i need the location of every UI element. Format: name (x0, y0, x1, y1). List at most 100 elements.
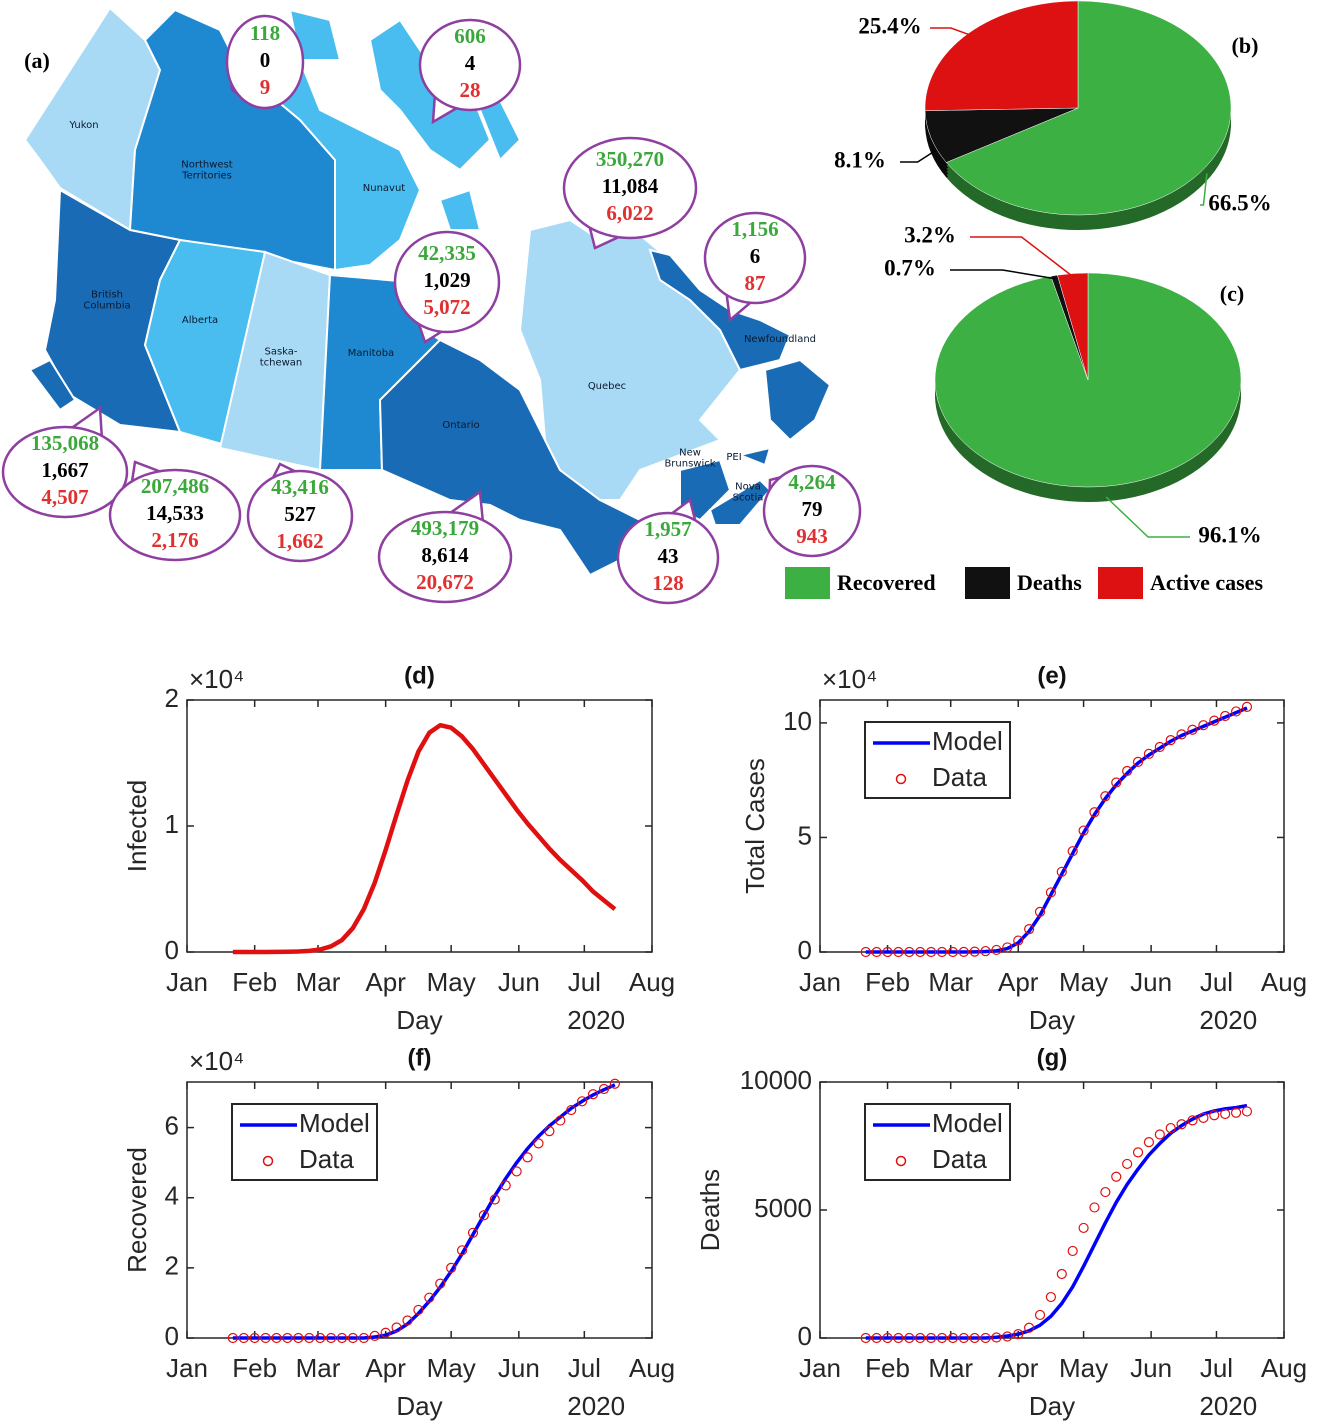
data-point (871, 946, 882, 958)
x-tick-label: Apr (998, 1353, 1039, 1383)
region-label: New (679, 448, 701, 459)
data-point (871, 1332, 882, 1344)
callout-value: 8,614 (421, 543, 469, 567)
data-point (402, 1315, 413, 1326)
x-tick-label: Jun (498, 967, 540, 997)
data-point (1034, 1309, 1046, 1321)
data-point (1002, 1331, 1013, 1342)
data-point (1024, 923, 1035, 935)
panel-label: (c) (1220, 281, 1244, 306)
pie-slice (945, 0, 1232, 216)
callout-value: 43 (658, 544, 679, 568)
axes-box (186, 1081, 653, 1339)
data-point (958, 1332, 969, 1344)
data-point (1045, 887, 1057, 898)
callout-value: 1,957 (644, 517, 691, 541)
data-point (347, 1332, 359, 1344)
y-tick-label: 10 (783, 706, 812, 736)
callout (246, 469, 354, 563)
province (708, 478, 772, 526)
island (28, 358, 77, 412)
x-tick-label: May (1059, 1353, 1108, 1383)
data-point (925, 1332, 937, 1344)
data-point (260, 1332, 271, 1344)
chart-title: (e) (1037, 662, 1066, 689)
legend-swatch (785, 567, 830, 599)
region-label: PEI (726, 452, 741, 463)
callout-value: 128 (652, 571, 684, 595)
y-axis-label: Recovered (122, 1147, 152, 1273)
y-tick-label: 2 (165, 1251, 179, 1281)
y-multiplier: ×10⁴ (189, 664, 244, 694)
callout-value: 4,507 (41, 485, 88, 509)
x-tick-label: May (427, 967, 476, 997)
y-multiplier: ×10⁴ (189, 1046, 244, 1076)
callout-value: 1,662 (276, 529, 323, 553)
legend-box (231, 1103, 378, 1181)
y-axis-label: Total Cases (740, 758, 770, 894)
data-point (522, 1152, 533, 1163)
data-point (936, 1332, 948, 1344)
x-sublabel: 2020 (567, 1391, 625, 1421)
data-point (1165, 734, 1176, 746)
data-point (860, 946, 871, 958)
callout-value: 79 (802, 497, 823, 521)
data-point (1230, 706, 1242, 717)
callout (393, 230, 501, 334)
callout-value: 606 (454, 24, 486, 48)
x-sublabel: 2020 (1199, 1005, 1257, 1035)
data-point (915, 1332, 926, 1344)
leader-line (1105, 496, 1190, 538)
data-point (1089, 1202, 1100, 1213)
data-point (1132, 1147, 1144, 1158)
data-point (500, 1180, 511, 1191)
data-point (1143, 748, 1155, 759)
x-tick-label: Jan (799, 967, 841, 997)
callout-value: 2,176 (151, 528, 198, 552)
data-point (947, 946, 958, 958)
data-point (1122, 765, 1133, 777)
x-sublabel: 2020 (567, 1005, 625, 1035)
region-label: Ontario (442, 420, 479, 431)
pie-label: 3.2% (904, 222, 956, 247)
x-tick-label: Mar (928, 967, 973, 997)
pie-slice (924, 0, 1079, 111)
callout (1, 425, 129, 519)
data-point (489, 1194, 500, 1205)
data-point (1013, 935, 1024, 946)
y-multiplier: ×10⁴ (822, 664, 877, 694)
region-label: Brunswick (664, 459, 715, 470)
x-tick-label: May (1059, 967, 1108, 997)
callout-value: 4 (465, 51, 476, 75)
callout (703, 211, 807, 305)
y-tick-label: 0 (165, 935, 179, 965)
y-tick-label: 0 (798, 1321, 812, 1351)
province (378, 338, 642, 577)
callout (377, 510, 513, 604)
data-point (1013, 1329, 1024, 1340)
data-point (271, 1332, 282, 1344)
legend-marker (895, 1155, 907, 1167)
data-point (1230, 1107, 1242, 1118)
region-label: British (91, 290, 123, 301)
callout (616, 511, 720, 605)
data-point (1122, 1158, 1133, 1170)
callout-value: 14,533 (146, 501, 204, 525)
data-point (315, 1332, 326, 1344)
data-point (1067, 1245, 1078, 1257)
callout-value: 20,672 (416, 570, 474, 594)
pie-slice (1057, 272, 1089, 381)
data-point (566, 1104, 577, 1116)
pie-label: 25.4% (858, 13, 921, 38)
region-label: Scotia (733, 493, 764, 504)
data-point (336, 1332, 348, 1344)
data-point (1100, 1186, 1111, 1198)
callout-value: 1,156 (731, 217, 778, 241)
chart-title: (d) (404, 662, 435, 689)
data-point (391, 1322, 402, 1333)
x-tick-label: Aug (629, 967, 675, 997)
data-point (1067, 846, 1078, 857)
x-axis-label: Day (396, 1005, 442, 1035)
series-line (232, 1083, 616, 1340)
